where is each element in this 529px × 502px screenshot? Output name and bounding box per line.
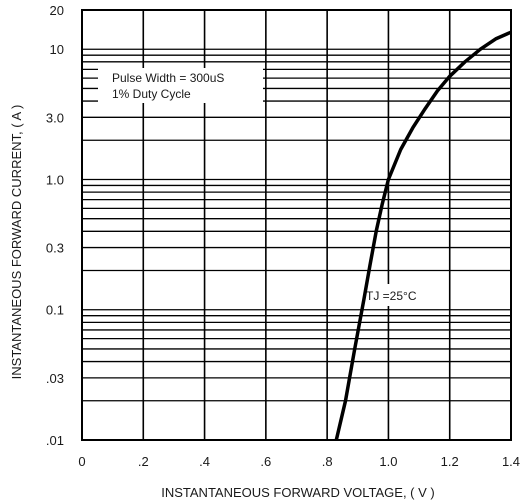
x-tick-label-3: .6 xyxy=(260,454,271,469)
annotation-layer: Pulse Width = 300uS 1% Duty Cycle TJ =25… xyxy=(98,68,437,306)
x-tick-label-7: 1.4 xyxy=(502,454,520,469)
x-tick-label-5: 1.0 xyxy=(379,454,397,469)
grid xyxy=(81,9,512,441)
y-tick-label-6: .03 xyxy=(46,371,64,386)
duty-cycle-annotation: 1% Duty Cycle xyxy=(112,87,191,101)
y-tick-label-1: 10 xyxy=(50,42,64,57)
tick-labels: 0 .2 .4 .6 .8 1.0 1.2 1.4 20 10 3.0 1.0 0.3 0.1 .03 .01 xyxy=(46,3,520,469)
y-axis-title: INSTANTANEOUS FORWARD CURRENT, ( A ) xyxy=(9,105,24,380)
x-axis-title: INSTANTANEOUS FORWARD VOLTAGE, ( V ) xyxy=(161,485,435,500)
forward-curve-line-0 xyxy=(334,30,512,441)
series-layer xyxy=(334,30,512,441)
x-tick-label-1: .2 xyxy=(138,454,149,469)
pulse-width-annotation: Pulse Width = 300uS xyxy=(112,71,224,85)
temperature-annotation: TJ =25°C xyxy=(366,289,417,303)
y-tick-label-2: 3.0 xyxy=(46,110,64,125)
y-tick-label-0: 20 xyxy=(50,3,64,18)
y-tick-label-3: 1.0 xyxy=(46,172,64,187)
y-tick-label-4: 0.3 xyxy=(46,241,64,256)
x-tick-label-2: .4 xyxy=(199,454,210,469)
plot-frame xyxy=(81,9,512,441)
x-tick-label-6: 1.2 xyxy=(441,454,459,469)
y-tick-label-5: 0.1 xyxy=(46,303,64,318)
annotation-background xyxy=(98,68,263,103)
y-tick-label-7: .01 xyxy=(46,433,64,448)
x-tick-label-4: .8 xyxy=(322,454,333,469)
temperature-label-background xyxy=(362,284,437,306)
x-tick-label-0: 0 xyxy=(78,454,85,469)
